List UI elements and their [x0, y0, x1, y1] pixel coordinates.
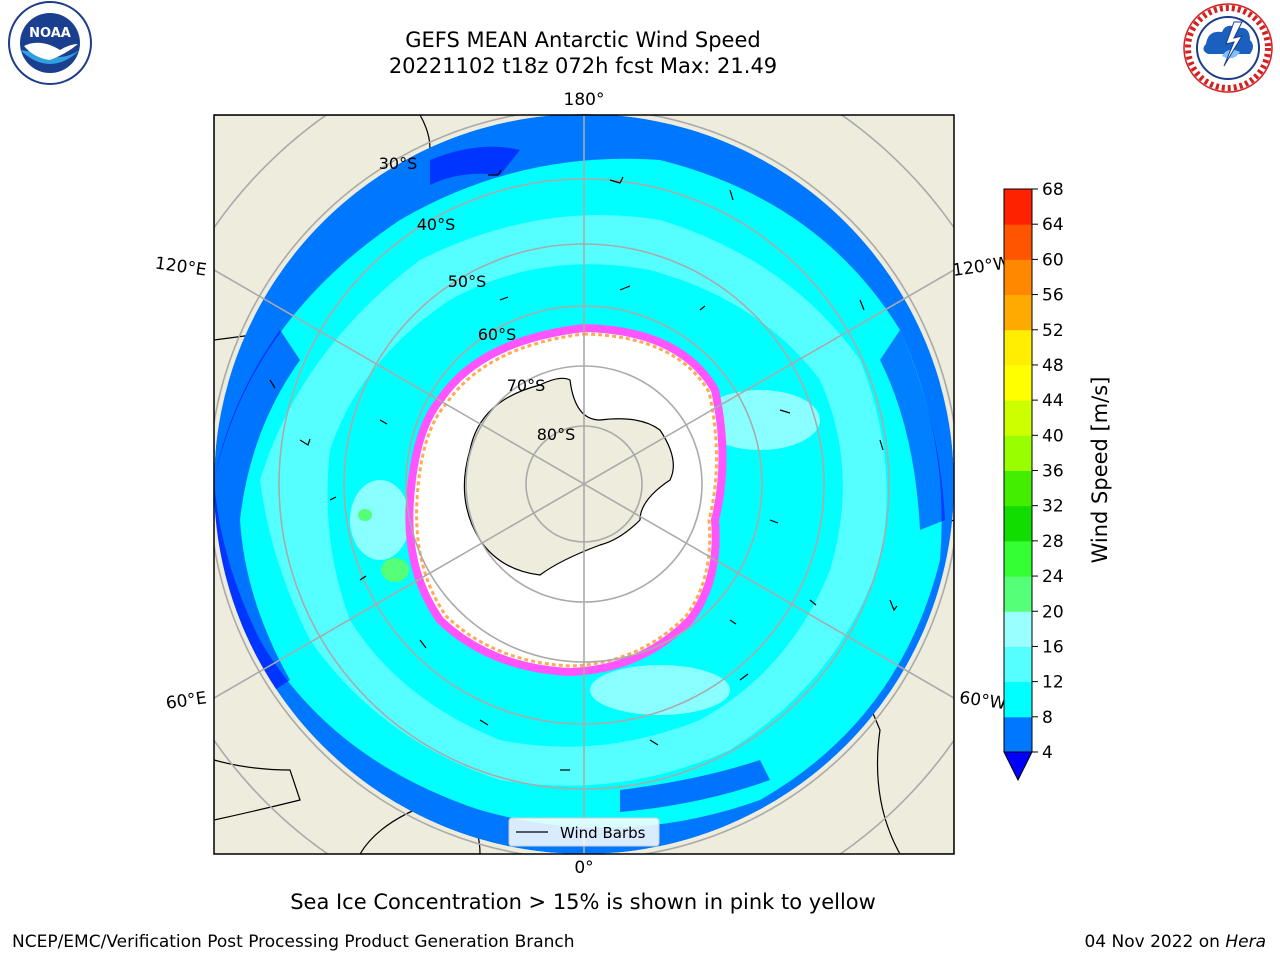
colorbar-tick-label: 56	[1042, 286, 1064, 306]
sea-ice-note: Sea Ice Concentration > 15% is shown in …	[290, 890, 876, 914]
colorbar-block	[1004, 435, 1032, 471]
colorbar-block	[1004, 716, 1032, 753]
lat-label-50s: 50°S	[448, 272, 487, 291]
legend-label: Wind Barbs	[560, 824, 646, 842]
colorbar-block	[1004, 189, 1032, 225]
map-frame	[213, 114, 955, 855]
colorbar-tick-label: 24	[1042, 567, 1064, 587]
colorbar-block	[1004, 646, 1032, 683]
lon-label-120e: 120°E	[154, 254, 208, 281]
colorbar-tick-label: 28	[1042, 532, 1064, 552]
colorbar-block	[1004, 681, 1032, 718]
producer-credit: NCEP/EMC/Verification Post Processing Pr…	[12, 932, 575, 952]
antarctica-land	[463, 377, 674, 576]
run-machine: Hera	[1225, 932, 1266, 952]
colorbar-block	[1004, 505, 1032, 542]
colorbar-tick-label: 68	[1042, 180, 1064, 200]
lon-grid	[214, 115, 954, 854]
colorbar-tick-label: 20	[1042, 602, 1064, 622]
legend-box	[508, 817, 660, 847]
noaa-logo-icon: NOAA	[8, 1, 92, 85]
colorbar-tick-label: 64	[1042, 215, 1064, 235]
colorbar-tick-label: 36	[1042, 462, 1064, 482]
colorbar-label: Wind Speed [m/s]	[1088, 377, 1112, 564]
colorbar-block	[1004, 294, 1032, 331]
colorbar-tick-label: 8	[1042, 708, 1053, 728]
lon-label-0: 0°	[574, 858, 593, 878]
nws-logo-icon	[1183, 3, 1273, 93]
colorbar-block	[1004, 576, 1032, 612]
colorbar-tick-label: 44	[1042, 391, 1064, 411]
lat-label-40s: 40°S	[417, 215, 456, 234]
wind-barbs	[269, 169, 898, 771]
colorbar-block	[1004, 470, 1032, 507]
lat-label-30s: 30°S	[379, 154, 418, 173]
colorbar-tick-label: 32	[1042, 497, 1064, 517]
colorbar-tick-label: 48	[1042, 356, 1064, 376]
colorbar-tick-label: 60	[1042, 250, 1064, 270]
colorbar-block	[1004, 611, 1032, 647]
colorbar-block	[1004, 259, 1032, 296]
noaa-logo-text: NOAA	[29, 26, 71, 41]
chart-subtitle: 20221102 t18z 072h fcst Max: 21.49	[388, 54, 778, 78]
colorbar-block	[1004, 540, 1032, 577]
colorbar-tick-label: 52	[1042, 321, 1064, 341]
madagascar-land	[214, 759, 301, 821]
chart-title: GEFS MEAN Antarctic Wind Speed	[405, 28, 761, 52]
colorbar-tick-label: 16	[1042, 637, 1064, 657]
run-date: 04 Nov 2022 on Hera	[1084, 932, 1266, 952]
lat-label-70s: 70°S	[507, 376, 546, 395]
lat-label-80s: 80°S	[537, 425, 576, 444]
colorbar-block	[1004, 364, 1032, 401]
colorbar-extend-arrow	[1003, 751, 1033, 782]
run-date-text: 04 Nov 2022 on	[1084, 932, 1226, 952]
lon-label-60e: 60°E	[165, 688, 208, 713]
colorbar-block	[1004, 400, 1032, 436]
lat-label-60s: 60°S	[478, 325, 517, 344]
lon-label-180: 180°	[564, 90, 605, 110]
colorbar-tick-label: 4	[1042, 743, 1053, 763]
colorbar-block	[1004, 329, 1032, 366]
colorbar-tick-label: 40	[1042, 426, 1064, 446]
colorbar-block	[1004, 224, 1032, 260]
colorbar-blocks	[1004, 189, 1032, 753]
colorbar-tick-label: 12	[1042, 673, 1064, 693]
